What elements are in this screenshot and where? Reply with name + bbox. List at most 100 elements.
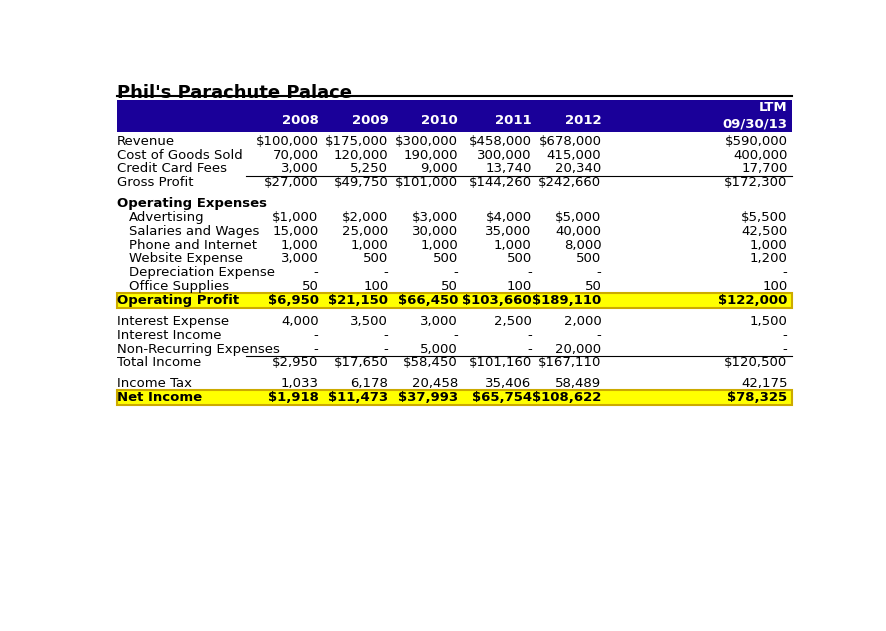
Text: 100: 100 [761, 280, 787, 293]
Text: 2008: 2008 [282, 114, 318, 127]
Text: Website Expense: Website Expense [128, 252, 243, 266]
Text: 2012: 2012 [564, 114, 601, 127]
Text: $78,325: $78,325 [727, 391, 787, 404]
Text: 40,000: 40,000 [555, 225, 601, 238]
Text: $590,000: $590,000 [724, 134, 787, 148]
Text: Phil's Parachute Palace: Phil's Parachute Palace [117, 84, 352, 102]
Text: $242,660: $242,660 [538, 176, 601, 189]
Text: 2,500: 2,500 [494, 315, 531, 328]
Text: 1,000: 1,000 [281, 239, 318, 252]
Text: $4,000: $4,000 [485, 211, 531, 224]
Text: 1,000: 1,000 [494, 239, 531, 252]
Text: -: - [453, 266, 457, 280]
Text: 25,000: 25,000 [342, 225, 388, 238]
Text: Revenue: Revenue [117, 134, 175, 148]
Bar [117, 390, 791, 405]
Text: Non-Recurring Expenses: Non-Recurring Expenses [117, 343, 280, 356]
Text: $2,000: $2,000 [342, 211, 388, 224]
Text: 5,000: 5,000 [420, 343, 457, 356]
Text: 400,000: 400,000 [732, 148, 787, 162]
Text: 3,000: 3,000 [281, 252, 318, 266]
Text: Net Income: Net Income [117, 391, 202, 404]
Text: 5,250: 5,250 [350, 162, 388, 175]
Text: -: - [526, 329, 531, 342]
Text: Gross Profit: Gross Profit [117, 176, 193, 189]
Text: 300,000: 300,000 [477, 148, 531, 162]
Text: $108,622: $108,622 [532, 391, 601, 404]
Text: Operating Profit: Operating Profit [117, 294, 239, 307]
Text: $101,000: $101,000 [394, 176, 457, 189]
Text: $1,000: $1,000 [272, 211, 318, 224]
Text: 2010: 2010 [421, 114, 457, 127]
Text: 1,033: 1,033 [280, 377, 318, 390]
Text: Income Tax: Income Tax [117, 377, 192, 390]
Text: 50: 50 [301, 280, 318, 293]
Text: 15,000: 15,000 [272, 225, 318, 238]
Text: Interest Income: Interest Income [117, 329, 222, 342]
Text: Credit Card Fees: Credit Card Fees [117, 162, 227, 175]
Text: 500: 500 [576, 252, 601, 266]
Text: Depreciation Expense: Depreciation Expense [128, 266, 275, 280]
Text: $49,750: $49,750 [333, 176, 388, 189]
Text: $21,150: $21,150 [328, 294, 388, 307]
Text: $458,000: $458,000 [468, 134, 531, 148]
Text: -: - [596, 329, 601, 342]
Text: $17,650: $17,650 [333, 357, 388, 369]
Text: 500: 500 [362, 252, 388, 266]
Text: 2,000: 2,000 [563, 315, 601, 328]
Text: $100,000: $100,000 [255, 134, 318, 148]
Text: 3,000: 3,000 [281, 162, 318, 175]
Text: $6,950: $6,950 [268, 294, 318, 307]
Text: -: - [314, 343, 318, 356]
Text: $1,918: $1,918 [268, 391, 318, 404]
Text: -: - [781, 343, 787, 356]
Text: 17,700: 17,700 [740, 162, 787, 175]
Text: -: - [383, 329, 388, 342]
Text: -: - [383, 343, 388, 356]
Text: 2011: 2011 [494, 114, 531, 127]
Text: 500: 500 [432, 252, 457, 266]
Text: 3,000: 3,000 [420, 315, 457, 328]
Text: 1,500: 1,500 [749, 315, 787, 328]
Text: $66,450: $66,450 [397, 294, 457, 307]
Text: 6,178: 6,178 [350, 377, 388, 390]
Text: $5,000: $5,000 [555, 211, 601, 224]
Bar [117, 100, 791, 132]
Text: 20,000: 20,000 [555, 343, 601, 356]
Text: $189,110: $189,110 [532, 294, 601, 307]
Text: $120,500: $120,500 [723, 357, 787, 369]
Text: $58,450: $58,450 [403, 357, 457, 369]
Text: $103,660: $103,660 [462, 294, 531, 307]
Text: 100: 100 [506, 280, 531, 293]
Text: $2,950: $2,950 [272, 357, 318, 369]
Text: $172,300: $172,300 [723, 176, 787, 189]
Text: 4,000: 4,000 [281, 315, 318, 328]
Text: 20,340: 20,340 [555, 162, 601, 175]
Text: 100: 100 [362, 280, 388, 293]
Text: $101,160: $101,160 [468, 357, 531, 369]
Text: LTM
09/30/13: LTM 09/30/13 [721, 101, 787, 130]
Text: 2009: 2009 [351, 114, 388, 127]
Text: $144,260: $144,260 [468, 176, 531, 189]
Text: 500: 500 [506, 252, 531, 266]
Text: $37,993: $37,993 [398, 391, 457, 404]
Text: Phone and Internet: Phone and Internet [128, 239, 256, 252]
Text: $122,000: $122,000 [718, 294, 787, 307]
Text: $175,000: $175,000 [324, 134, 388, 148]
Text: -: - [383, 266, 388, 280]
Text: 70,000: 70,000 [272, 148, 318, 162]
Text: 3,500: 3,500 [350, 315, 388, 328]
Text: -: - [453, 329, 457, 342]
Text: -: - [781, 266, 787, 280]
Text: $300,000: $300,000 [394, 134, 457, 148]
Text: Advertising: Advertising [128, 211, 204, 224]
Text: Total Income: Total Income [117, 357, 201, 369]
Text: 8,000: 8,000 [563, 239, 601, 252]
Text: Interest Expense: Interest Expense [117, 315, 229, 328]
Text: $678,000: $678,000 [538, 134, 601, 148]
Text: 120,000: 120,000 [333, 148, 388, 162]
Text: 35,000: 35,000 [485, 225, 531, 238]
Text: $65,754: $65,754 [471, 391, 531, 404]
Text: 415,000: 415,000 [546, 148, 601, 162]
Text: 1,200: 1,200 [749, 252, 787, 266]
